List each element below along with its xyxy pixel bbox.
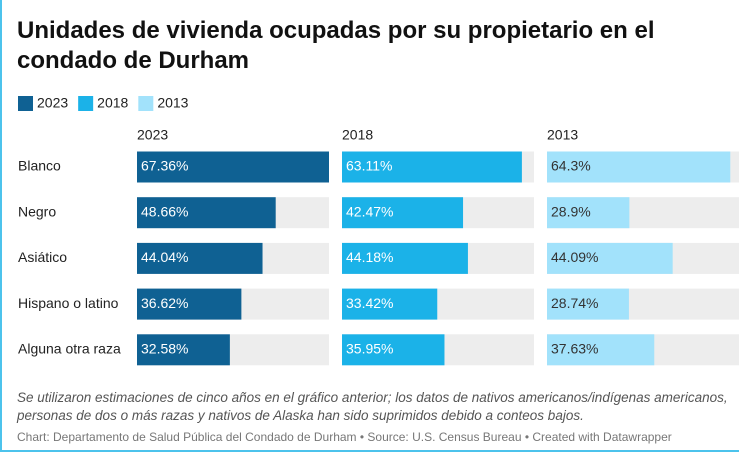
bar: [137, 288, 242, 320]
bar: [342, 288, 438, 320]
value-label: 44.18%: [346, 249, 393, 265]
legend-label: 2018: [97, 95, 128, 111]
value-label: 28.74%: [551, 295, 598, 311]
bar: [342, 151, 522, 183]
bar: [137, 242, 263, 274]
legend-swatch: [78, 96, 94, 111]
note: Se utilizaron estimaciones de cinco años…: [17, 390, 728, 423]
value-label: 42.47%: [346, 203, 393, 219]
bar: [547, 151, 731, 183]
bar: [137, 334, 230, 366]
legend-label: 2013: [157, 95, 188, 111]
value-label: 36.62%: [141, 295, 188, 311]
bar: [342, 242, 468, 274]
category-label: Hispano o latino: [18, 295, 119, 311]
value-label: 67.36%: [141, 158, 188, 174]
value-label: 33.42%: [346, 295, 393, 311]
column-header: 2023: [137, 127, 168, 143]
column-header: 2013: [547, 127, 578, 143]
value-label: 44.09%: [551, 249, 598, 265]
bar: [547, 242, 673, 274]
legend-swatch: [18, 96, 33, 111]
value-label: 37.63%: [551, 341, 598, 357]
category-label: Blanco: [18, 158, 61, 174]
bar: [547, 288, 629, 320]
legend-swatch: [138, 96, 154, 111]
bar: [342, 334, 445, 366]
bar: [547, 197, 630, 229]
value-label: 44.04%: [141, 249, 188, 265]
value-label: 35.95%: [346, 341, 393, 357]
category-label: Asiático: [18, 249, 67, 265]
source: Chart: Departamento de Salud Pública del…: [17, 430, 672, 444]
category-label: Alguna otra raza: [18, 341, 121, 357]
bar: [137, 197, 276, 229]
bar: [342, 197, 464, 229]
value-label: 64.3%: [551, 158, 591, 174]
value-label: 28.9%: [551, 203, 591, 219]
bar: [547, 334, 655, 366]
column-header: 2018: [342, 127, 373, 143]
chart-title: Unidades de vivienda ocupadas por su pro…: [17, 17, 655, 74]
value-label: 32.58%: [141, 341, 188, 357]
value-label: 48.66%: [141, 203, 188, 219]
legend-label: 2023: [37, 95, 68, 111]
value-label: 63.11%: [346, 158, 392, 174]
bar: [137, 151, 329, 183]
category-label: Negro: [18, 203, 56, 219]
